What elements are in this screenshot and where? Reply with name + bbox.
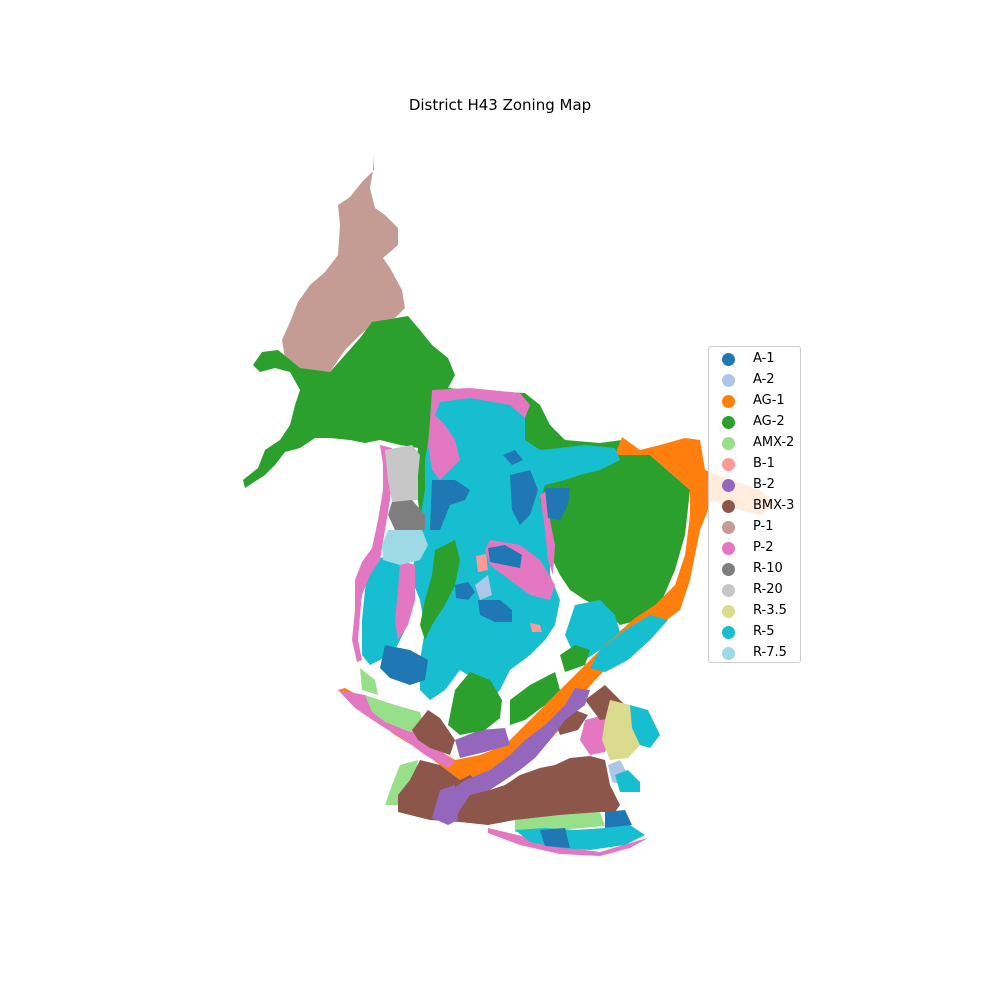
- legend-entry: R-3.5: [709, 601, 802, 622]
- zone-b1-east[interactable]: [530, 623, 542, 632]
- legend-entry: AMX-2: [709, 433, 802, 454]
- zone-a1-west[interactable]: [380, 645, 428, 685]
- zone-ag2-south-2[interactable]: [510, 672, 560, 725]
- legend-label: A-2: [753, 372, 775, 387]
- legend-entry: A-2: [709, 370, 802, 391]
- zone-amx2-south[interactable]: [515, 812, 605, 832]
- zone-r5-east-ribbon[interactable]: [590, 615, 668, 672]
- legend-swatch: [722, 563, 735, 576]
- legend-label: P-2: [753, 540, 774, 555]
- legend-label: R-3.5: [753, 603, 787, 618]
- legend-swatch: [722, 458, 735, 471]
- zone-r5-ne-strip[interactable]: [565, 600, 620, 660]
- legend-swatch: [722, 542, 735, 555]
- zone-amx2-north[interactable]: [360, 668, 378, 695]
- zone-b2-sw[interactable]: [432, 785, 458, 825]
- legend-swatch: [722, 521, 735, 534]
- legend-label: B-1: [753, 456, 775, 471]
- legend-entry: R-10: [709, 559, 802, 580]
- legend-label: P-1: [753, 519, 774, 534]
- legend-label: R-20: [753, 582, 783, 597]
- zone-ag1-east[interactable]: [338, 437, 775, 780]
- legend-swatch: [722, 437, 735, 450]
- legend-entry: B-1: [709, 454, 802, 475]
- zone-p2-mid-3[interactable]: [540, 490, 555, 575]
- legend-entry: AG-2: [709, 412, 802, 433]
- zone-ag2-east[interactable]: [550, 455, 690, 625]
- zone-b1-central[interactable]: [476, 554, 488, 572]
- legend-swatch: [722, 395, 735, 408]
- zone-a1-south-2[interactable]: [605, 810, 632, 828]
- zone-ag2-south-1[interactable]: [448, 672, 502, 735]
- zone-p2-south[interactable]: [488, 828, 648, 856]
- zone-bmx3-mid[interactable]: [555, 710, 588, 735]
- legend-entry: R-20: [709, 580, 802, 601]
- legend-swatch: [722, 500, 735, 513]
- legend-label: AG-1: [753, 393, 785, 408]
- zone-a1-north[interactable]: [503, 450, 523, 465]
- zone-p2-sw[interactable]: [338, 690, 455, 768]
- zone-a1-central-4[interactable]: [478, 600, 512, 622]
- legend-entry: B-2: [709, 475, 802, 496]
- zone-a2-central[interactable]: [475, 575, 492, 600]
- zone-r10-west[interactable]: [388, 500, 425, 530]
- legend-label: AMX-2: [753, 435, 795, 450]
- zone-bmx3-sw[interactable]: [412, 710, 455, 755]
- zone-a1-central-5[interactable]: [488, 545, 522, 568]
- zone-ag2-mid-strip[interactable]: [420, 540, 460, 640]
- legend-swatch: [722, 479, 735, 492]
- legend-entry: P-2: [709, 538, 802, 559]
- zone-amx2-sw[interactable]: [365, 695, 425, 732]
- legend-swatch: [722, 416, 735, 429]
- legend-label: B-2: [753, 477, 775, 492]
- legend-label: A-1: [753, 351, 775, 366]
- legend-swatch: [722, 353, 735, 366]
- zone-r5-far-se[interactable]: [615, 770, 640, 792]
- zone-a1-central-2[interactable]: [510, 470, 538, 525]
- legend-label: R-5: [753, 624, 775, 639]
- legend-swatch: [722, 647, 735, 660]
- legend-entry: A-1: [709, 349, 802, 370]
- zone-a1-central-3[interactable]: [545, 488, 570, 520]
- legend-entry: AG-1: [709, 391, 802, 412]
- zone-p2-mid-2[interactable]: [395, 560, 415, 640]
- zone-a1-central-1[interactable]: [430, 480, 470, 530]
- zone-a1-central-6[interactable]: [455, 582, 475, 600]
- map-legend: A-1 A-2 AG-1 AG-2 AMX-2 B-1 B-2 BMX-3 P-…: [708, 346, 801, 663]
- zone-r20-west[interactable]: [385, 445, 420, 502]
- zone-ag2-south-3[interactable]: [560, 645, 590, 672]
- legend-entry: R-7.5: [709, 643, 802, 664]
- legend-label: R-7.5: [753, 645, 787, 660]
- legend-swatch: [722, 584, 735, 597]
- map-title: District H43 Zoning Map: [408, 96, 592, 114]
- zone-a1-south[interactable]: [540, 828, 570, 848]
- zone-p2-west-edge[interactable]: [352, 445, 392, 662]
- legend-label: R-10: [753, 561, 783, 576]
- zone-b2-south[interactable]: [440, 688, 590, 820]
- legend-entry: BMX-3: [709, 496, 802, 517]
- legend-swatch: [722, 626, 735, 639]
- legend-entry: P-1: [709, 517, 802, 538]
- zone-r75-west[interactable]: [382, 530, 428, 565]
- zone-p1-north[interactable]: [282, 155, 405, 372]
- legend-label: AG-2: [753, 414, 785, 429]
- legend-entry: R-5: [709, 622, 802, 643]
- zone-b2-mid[interactable]: [455, 728, 510, 758]
- legend-label: BMX-3: [753, 498, 795, 513]
- legend-swatch: [722, 605, 735, 618]
- zone-p2-central-band[interactable]: [428, 388, 530, 480]
- legend-swatch: [722, 374, 735, 387]
- zone-r5-southeast[interactable]: [630, 705, 660, 748]
